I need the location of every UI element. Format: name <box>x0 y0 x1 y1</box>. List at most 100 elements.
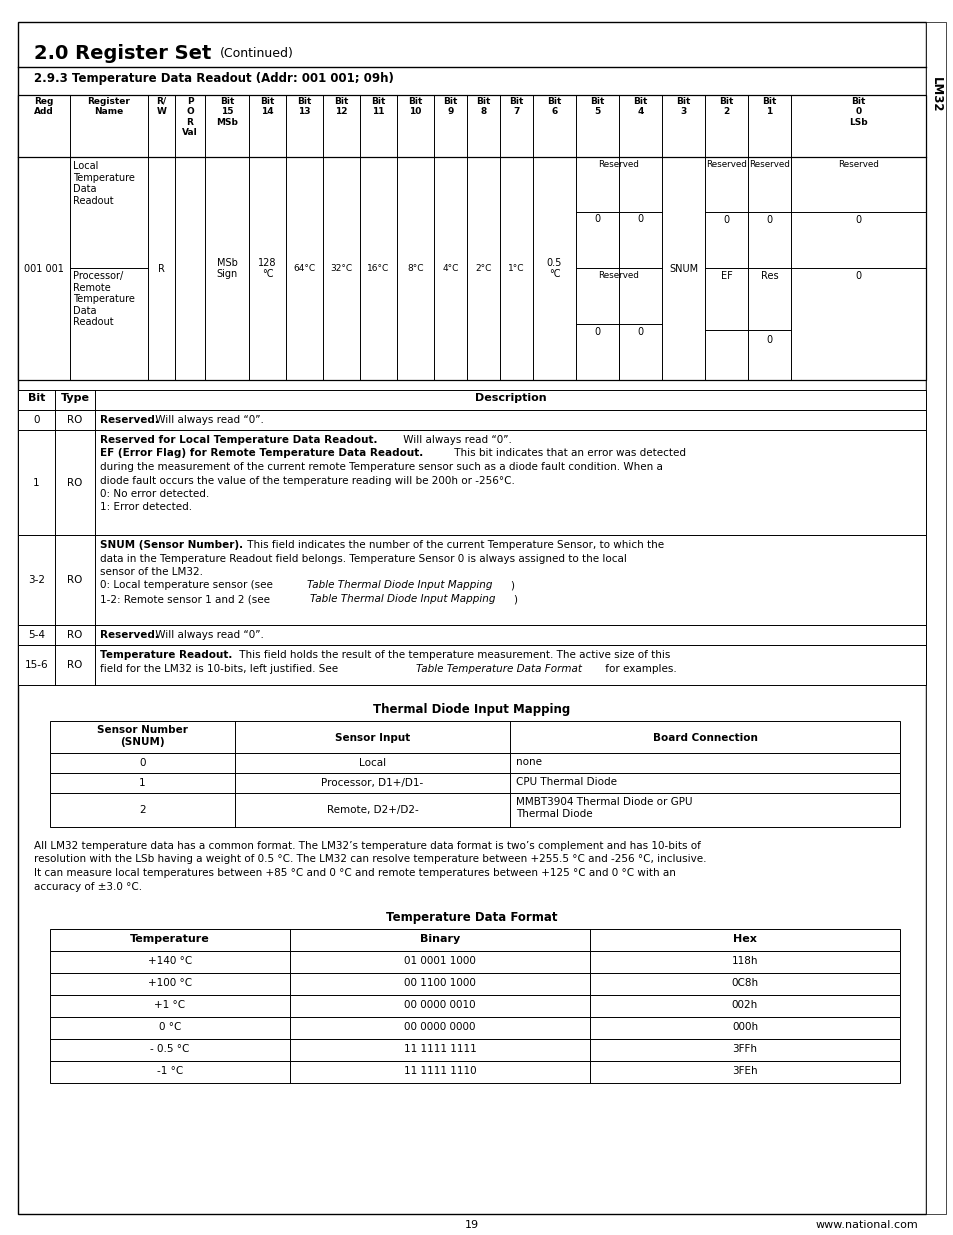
Text: 00 0000 0000: 00 0000 0000 <box>404 1023 476 1032</box>
Text: 000h: 000h <box>731 1023 758 1032</box>
Text: RO: RO <box>68 630 83 640</box>
Text: Register
Name: Register Name <box>88 98 131 116</box>
Bar <box>50 793 899 827</box>
Text: 0: Local temperature sensor (see: 0: Local temperature sensor (see <box>100 580 275 590</box>
Text: 1: Error detected.: 1: Error detected. <box>100 503 192 513</box>
Text: 00 0000 0010: 00 0000 0010 <box>404 1000 476 1010</box>
Text: Hex: Hex <box>732 934 756 944</box>
Text: data in the Temperature Readout field belongs. Temperature Sensor 0 is always as: data in the Temperature Readout field be… <box>100 553 626 563</box>
Text: Bit
3: Bit 3 <box>676 98 690 116</box>
Text: 3FEh: 3FEh <box>731 1066 757 1076</box>
Text: accuracy of ±3.0 °C.: accuracy of ±3.0 °C. <box>34 882 142 892</box>
Text: Temperature Readout.: Temperature Readout. <box>100 650 233 659</box>
Text: 0: 0 <box>855 270 861 282</box>
Text: 00 1100 1000: 00 1100 1000 <box>404 978 476 988</box>
Text: Bit
7: Bit 7 <box>509 98 523 116</box>
Text: 16°C: 16°C <box>367 264 389 273</box>
Text: 0: 0 <box>765 215 772 225</box>
Text: Bit
10: Bit 10 <box>408 98 422 116</box>
Text: 002h: 002h <box>731 1000 758 1010</box>
Text: Local
Temperature
Data
Readout: Local Temperature Data Readout <box>73 161 134 206</box>
Bar <box>50 973 899 995</box>
Bar <box>50 951 899 973</box>
Text: Bit
2: Bit 2 <box>719 98 733 116</box>
Bar <box>50 721 899 753</box>
Bar <box>50 753 899 773</box>
Text: Thermal Diode Input Mapping: Thermal Diode Input Mapping <box>373 703 570 716</box>
Text: 11 1111 1110: 11 1111 1110 <box>403 1066 476 1076</box>
Text: Binary: Binary <box>419 934 459 944</box>
Text: MMBT3904 Thermal Diode or GPU
Thermal Diode: MMBT3904 Thermal Diode or GPU Thermal Di… <box>516 797 692 819</box>
Text: 2°C: 2°C <box>475 264 491 273</box>
Text: 64°C: 64°C <box>294 264 315 273</box>
Text: 0: 0 <box>594 327 600 337</box>
Text: - 0.5 °C: - 0.5 °C <box>151 1044 190 1053</box>
Text: Temperature: Temperature <box>130 934 210 944</box>
Text: Will always read “0”.: Will always read “0”. <box>152 415 264 425</box>
Text: 118h: 118h <box>731 956 758 966</box>
Text: 0 °C: 0 °C <box>158 1023 181 1032</box>
Text: 5-4: 5-4 <box>28 630 45 640</box>
Text: Bit
0
LSb: Bit 0 LSb <box>848 98 867 127</box>
Text: P
O
R
Val: P O R Val <box>182 98 197 137</box>
Text: Bit
9: Bit 9 <box>443 98 457 116</box>
Text: diode fault occurs the value of the temperature reading will be 200h or -256°C.: diode fault occurs the value of the temp… <box>100 475 515 485</box>
Bar <box>50 1016 899 1039</box>
Text: Bit
14: Bit 14 <box>260 98 274 116</box>
Text: www.national.com: www.national.com <box>815 1220 917 1230</box>
Text: Sensor Input: Sensor Input <box>335 734 410 743</box>
Bar <box>18 410 925 430</box>
Text: 4°C: 4°C <box>442 264 458 273</box>
Text: Remote, D2+/D2-: Remote, D2+/D2- <box>326 805 418 815</box>
Text: Temperature Data Format: Temperature Data Format <box>386 911 558 924</box>
Text: +1 °C: +1 °C <box>154 1000 186 1010</box>
Bar <box>18 430 925 535</box>
Bar <box>18 625 925 645</box>
Bar <box>18 645 925 685</box>
Bar <box>925 22 945 1214</box>
Text: none: none <box>516 757 541 767</box>
Text: during the measurement of the current remote Temperature sensor such as a diode : during the measurement of the current re… <box>100 462 662 472</box>
Text: LM32: LM32 <box>928 78 942 112</box>
Text: RO: RO <box>68 659 83 671</box>
Text: ): ) <box>513 594 517 604</box>
Text: 2.9.3 Temperature Data Readout (Addr: 001 001; 09h): 2.9.3 Temperature Data Readout (Addr: 00… <box>34 72 394 85</box>
Text: SNUM (Sensor Number).: SNUM (Sensor Number). <box>100 540 243 550</box>
Text: Table Temperature Data Format: Table Temperature Data Format <box>416 663 581 673</box>
Text: This field holds the result of the temperature measurement. The active size of t: This field holds the result of the tempe… <box>235 650 670 659</box>
Text: 0: 0 <box>637 214 643 224</box>
Text: Reserved: Reserved <box>705 161 746 169</box>
Text: Local: Local <box>358 758 386 768</box>
Text: 1: 1 <box>139 778 146 788</box>
Text: +100 °C: +100 °C <box>148 978 192 988</box>
Text: 0: 0 <box>855 215 861 225</box>
Text: field for the LM32 is 10-bits, left justified. See: field for the LM32 is 10-bits, left just… <box>100 663 341 673</box>
Bar <box>18 95 925 380</box>
Bar <box>50 929 899 951</box>
Text: 0.5
°C: 0.5 °C <box>546 258 561 279</box>
Text: RO: RO <box>68 415 83 425</box>
Bar <box>18 535 925 625</box>
Text: Bit
13: Bit 13 <box>297 98 312 116</box>
Text: Bit
15
MSb: Bit 15 MSb <box>215 98 237 127</box>
Text: Bit: Bit <box>28 393 45 403</box>
Text: 0: 0 <box>765 335 772 346</box>
Text: Board Connection: Board Connection <box>652 734 757 743</box>
Bar <box>50 1039 899 1061</box>
Text: sensor of the LM32.: sensor of the LM32. <box>100 567 203 577</box>
Text: 3FFh: 3FFh <box>732 1044 757 1053</box>
Text: 0: 0 <box>594 214 600 224</box>
Text: 15-6: 15-6 <box>25 659 49 671</box>
Text: (Continued): (Continued) <box>220 47 294 61</box>
Text: Will always read “0”.: Will always read “0”. <box>399 435 512 445</box>
Text: SNUM: SNUM <box>668 263 698 273</box>
Text: Reserved.: Reserved. <box>100 630 159 640</box>
Text: 19: 19 <box>464 1220 478 1230</box>
Text: Processor, D1+/D1-: Processor, D1+/D1- <box>321 778 423 788</box>
Text: +140 °C: +140 °C <box>148 956 192 966</box>
Bar <box>50 773 899 793</box>
Text: It can measure local temperatures between +85 °C and 0 °C and remote temperature: It can measure local temperatures betwee… <box>34 868 675 878</box>
Text: 0: 0 <box>722 215 729 225</box>
Text: Res: Res <box>760 270 778 282</box>
Text: for examples.: for examples. <box>601 663 676 673</box>
